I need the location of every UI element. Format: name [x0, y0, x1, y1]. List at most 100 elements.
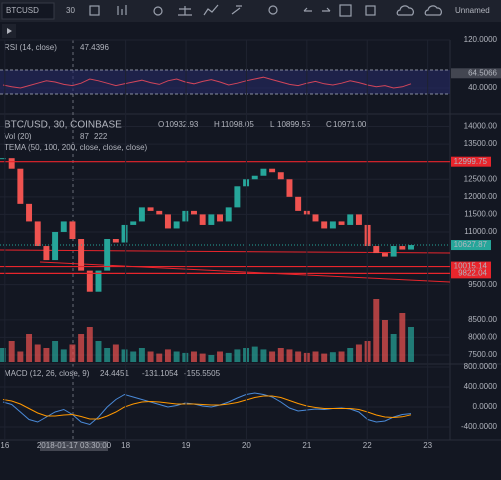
symbol-box[interactable] — [1, 2, 55, 20]
rsi-line — [2, 76, 412, 89]
volume-bar — [269, 351, 276, 362]
volume-bar — [78, 334, 85, 362]
volume-bar — [95, 341, 102, 362]
volume-bar — [225, 352, 232, 362]
x-tick-label: 19 — [182, 441, 191, 450]
icon-chart-type[interactable] — [89, 5, 100, 16]
candle — [338, 221, 345, 225]
x-tick-label: 16 — [0, 441, 9, 450]
x-tick-label: 20 — [242, 441, 251, 450]
icon-indicators[interactable] — [203, 4, 219, 16]
candle — [373, 246, 380, 254]
volume-bar — [8, 341, 15, 362]
candle — [381, 253, 388, 257]
candle — [17, 168, 24, 204]
volume-bar — [321, 353, 328, 362]
volume-bar — [338, 351, 345, 362]
volume-bar — [277, 348, 284, 362]
volume-readout: 222 — [94, 132, 108, 141]
volume-bar — [329, 352, 336, 362]
icon-settings[interactable] — [153, 6, 163, 16]
volume-bar — [52, 341, 59, 362]
candle — [52, 231, 59, 261]
candle — [321, 221, 328, 229]
volume-bar — [34, 344, 41, 362]
symbol[interactable]: BTCUSD — [6, 6, 39, 15]
candle — [208, 214, 215, 225]
layout-name[interactable]: Unnamed — [455, 6, 490, 15]
x-tick-label: 23 — [423, 441, 432, 450]
candle — [329, 221, 336, 229]
toolbar-icons[interactable] — [89, 4, 442, 17]
y-tick-label: 800.0000 — [464, 362, 498, 371]
volume-bar — [373, 299, 380, 362]
candle — [0, 158, 6, 160]
candle — [78, 239, 85, 271]
volume-bar — [295, 351, 302, 362]
volume-bar — [121, 349, 128, 362]
candle — [156, 210, 163, 215]
level-label: 10015.14 — [454, 262, 488, 271]
candle — [130, 221, 137, 225]
pane-title: RSI (14, close) — [4, 43, 57, 52]
y-tick-label: 0.0000 — [473, 402, 498, 411]
level-box — [451, 268, 491, 279]
level-box — [451, 261, 491, 272]
y-tick-label: 120.0000 — [464, 35, 498, 44]
volume-bar — [86, 327, 93, 362]
ohlc-key: O — [158, 120, 164, 129]
volume-title: Vol (20) — [4, 132, 32, 141]
icon-cloud[interactable] — [396, 5, 414, 16]
volume-bar — [355, 344, 362, 362]
level-box — [451, 156, 491, 167]
y-tick-label: 8500.00 — [468, 315, 497, 324]
candle — [312, 214, 319, 222]
volume-bar — [130, 351, 137, 362]
volume-bar — [312, 351, 319, 362]
candle — [164, 214, 171, 229]
candle — [399, 246, 406, 250]
volume-bar — [199, 353, 206, 362]
candle — [86, 270, 93, 292]
y-tick-label: 12000.00 — [464, 192, 498, 201]
y-tick-label: 11500.00 — [464, 210, 497, 219]
tema-title: TEMA (50, 100, 200, close, close, close) — [4, 143, 148, 152]
ohlc-key: L — [270, 120, 275, 129]
volume-bar — [43, 348, 50, 362]
icon-candles[interactable] — [117, 5, 127, 15]
volume-bar — [104, 348, 111, 362]
icon-compare[interactable] — [178, 6, 192, 16]
candle — [95, 270, 102, 292]
ohlc-value: 10899.55 — [277, 120, 311, 129]
interval[interactable]: 30 — [66, 6, 75, 15]
volume-bar — [381, 320, 388, 362]
y-tick-label: 11000.00 — [464, 227, 497, 236]
pane-title: MACD (12, 26, close, 9) — [4, 369, 90, 378]
icon-drawing[interactable] — [231, 5, 242, 15]
volume-bar — [0, 348, 6, 362]
volume-bar — [60, 349, 67, 362]
candle — [8, 158, 15, 169]
icon-undo-redo[interactable] — [303, 7, 331, 12]
volume-bar — [399, 313, 406, 362]
readout: -131.1054 — [142, 369, 179, 378]
candle — [173, 221, 180, 229]
y-tick-label: 400.0000 — [464, 382, 498, 391]
y-tick-label: 40.0000 — [468, 83, 497, 92]
readout: -155.5505 — [184, 369, 221, 378]
ohlc-key: C — [326, 120, 332, 129]
candle — [260, 168, 267, 176]
y-tick-label: 14000.00 — [464, 122, 498, 131]
icon-alert[interactable] — [268, 5, 278, 15]
candle — [112, 239, 119, 243]
volume-bar — [26, 334, 33, 362]
icon-save[interactable] — [424, 5, 442, 16]
icon-layout[interactable] — [365, 5, 376, 16]
readout: 24.4451 — [100, 369, 129, 378]
candle — [390, 246, 397, 257]
icon-fullscreen[interactable] — [339, 4, 352, 17]
volume-bar — [208, 355, 215, 362]
ohlc-value: 10971.00 — [333, 120, 367, 129]
candle — [104, 239, 111, 271]
volume-bar — [390, 334, 397, 362]
